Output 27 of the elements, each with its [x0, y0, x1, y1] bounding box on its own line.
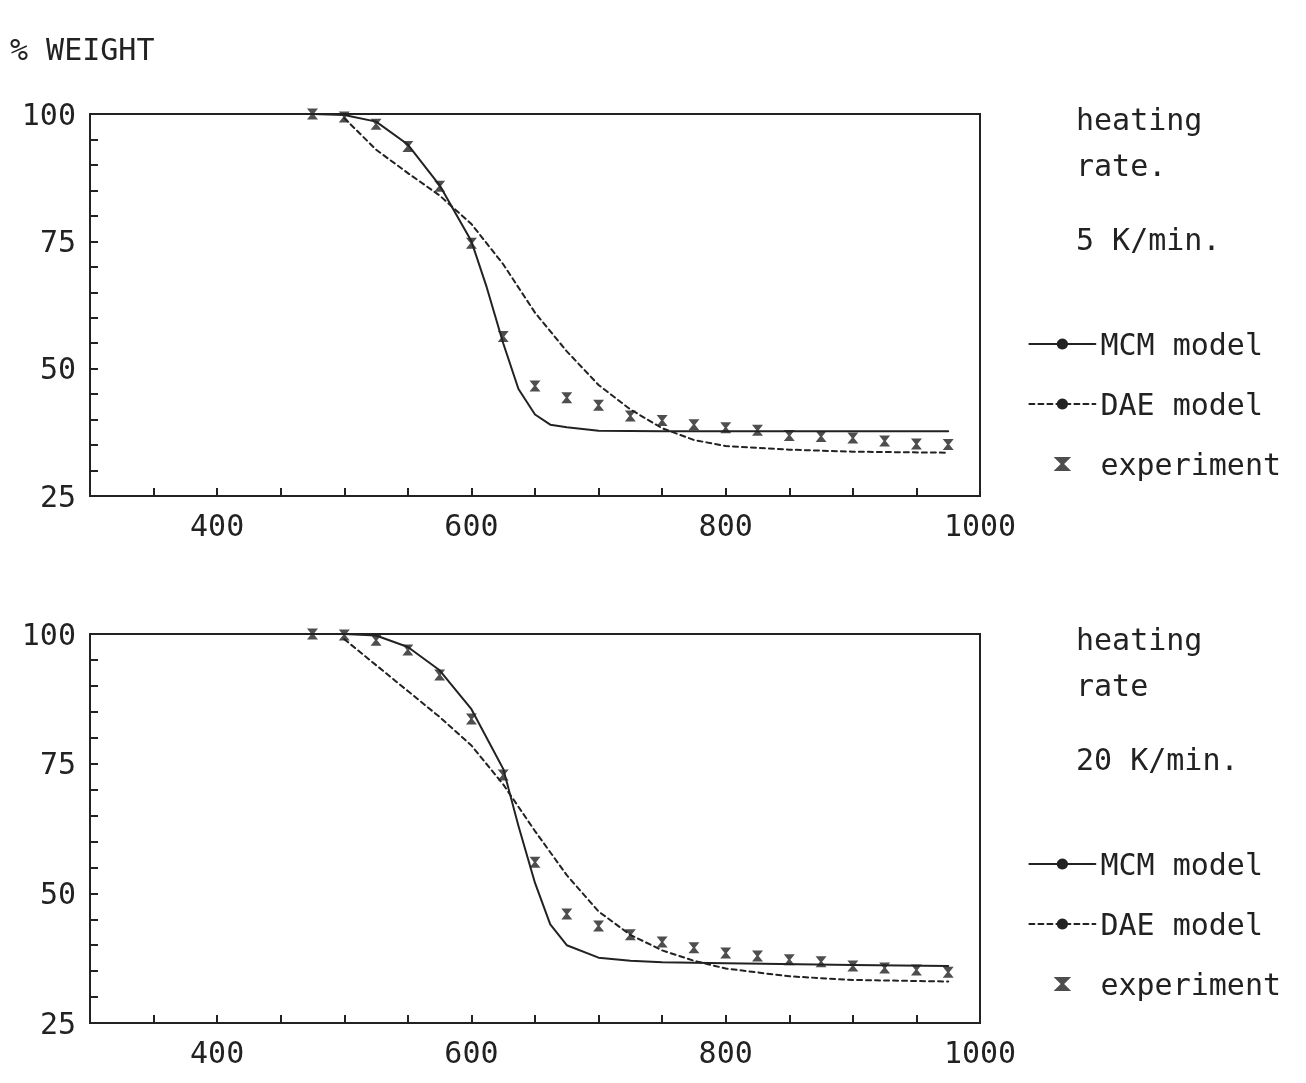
text: 5 K/min. — [1076, 221, 1221, 257]
y-tick-label: 25 — [39, 478, 76, 514]
x-tick-label: 600 — [444, 507, 499, 543]
x-tick-label: 400 — [190, 507, 245, 543]
y-tick-label: 100 — [21, 96, 76, 132]
y-axis-title: % WEIGHT — [10, 31, 155, 67]
legend-label: experiment — [1100, 446, 1282, 482]
x-tick-label: 1000 — [943, 507, 1017, 543]
legend-label: MCM model — [1100, 326, 1263, 362]
y-tick-label: 75 — [39, 746, 76, 782]
legend-label: DAE model — [1100, 906, 1263, 942]
x-tick-label: 400 — [190, 1034, 245, 1070]
legend-label: MCM model — [1100, 846, 1263, 882]
text: heating rate — [1076, 621, 1221, 703]
y-tick-label: 50 — [39, 875, 76, 911]
text: 20 K/min. — [1076, 741, 1239, 777]
legend-label: DAE model — [1100, 386, 1263, 422]
y-tick-label: 25 — [39, 1005, 76, 1041]
x-tick-label: 800 — [698, 507, 753, 543]
legend-label: experiment — [1100, 966, 1282, 1002]
x-tick-label: 1000 — [943, 1034, 1017, 1070]
text: heating rate. — [1076, 101, 1221, 183]
y-tick-label: 75 — [39, 223, 76, 259]
x-tick-label: 800 — [698, 1034, 753, 1070]
x-tick-label: 600 — [444, 1034, 499, 1070]
y-tick-label: 50 — [39, 351, 76, 387]
y-tick-label: 100 — [21, 616, 76, 652]
